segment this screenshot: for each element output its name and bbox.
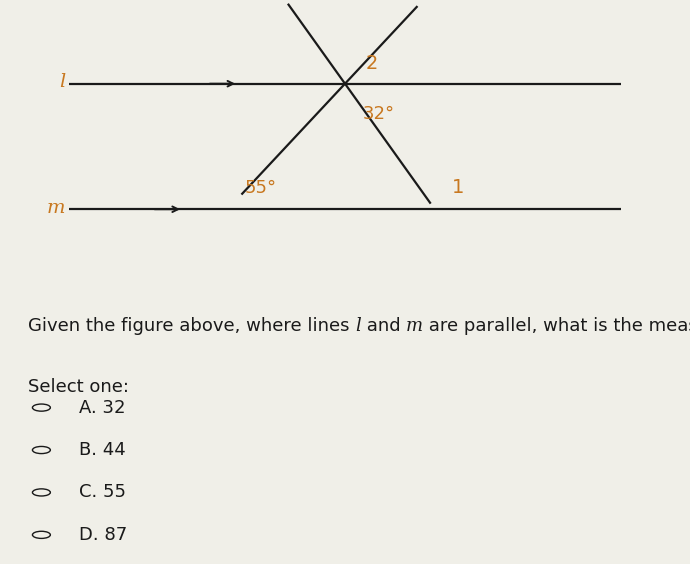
Text: l: l — [59, 73, 66, 91]
Text: Given the figure above, where lines: Given the figure above, where lines — [28, 318, 355, 336]
Text: m: m — [47, 199, 66, 217]
Text: A. 32: A. 32 — [79, 399, 126, 417]
Text: 2: 2 — [366, 54, 378, 73]
Text: 32°: 32° — [362, 104, 395, 122]
Text: C. 55: C. 55 — [79, 483, 126, 501]
Text: D. 87: D. 87 — [79, 526, 128, 544]
Text: 1: 1 — [452, 178, 464, 197]
Text: l: l — [355, 318, 361, 336]
Text: are parallel, what is the measure of ∠2?: are parallel, what is the measure of ∠2? — [423, 318, 690, 336]
Text: 55°: 55° — [245, 179, 277, 197]
Text: B. 44: B. 44 — [79, 441, 126, 459]
Text: Select one:: Select one: — [28, 378, 128, 396]
Text: and: and — [361, 318, 406, 336]
Text: m: m — [406, 318, 423, 336]
